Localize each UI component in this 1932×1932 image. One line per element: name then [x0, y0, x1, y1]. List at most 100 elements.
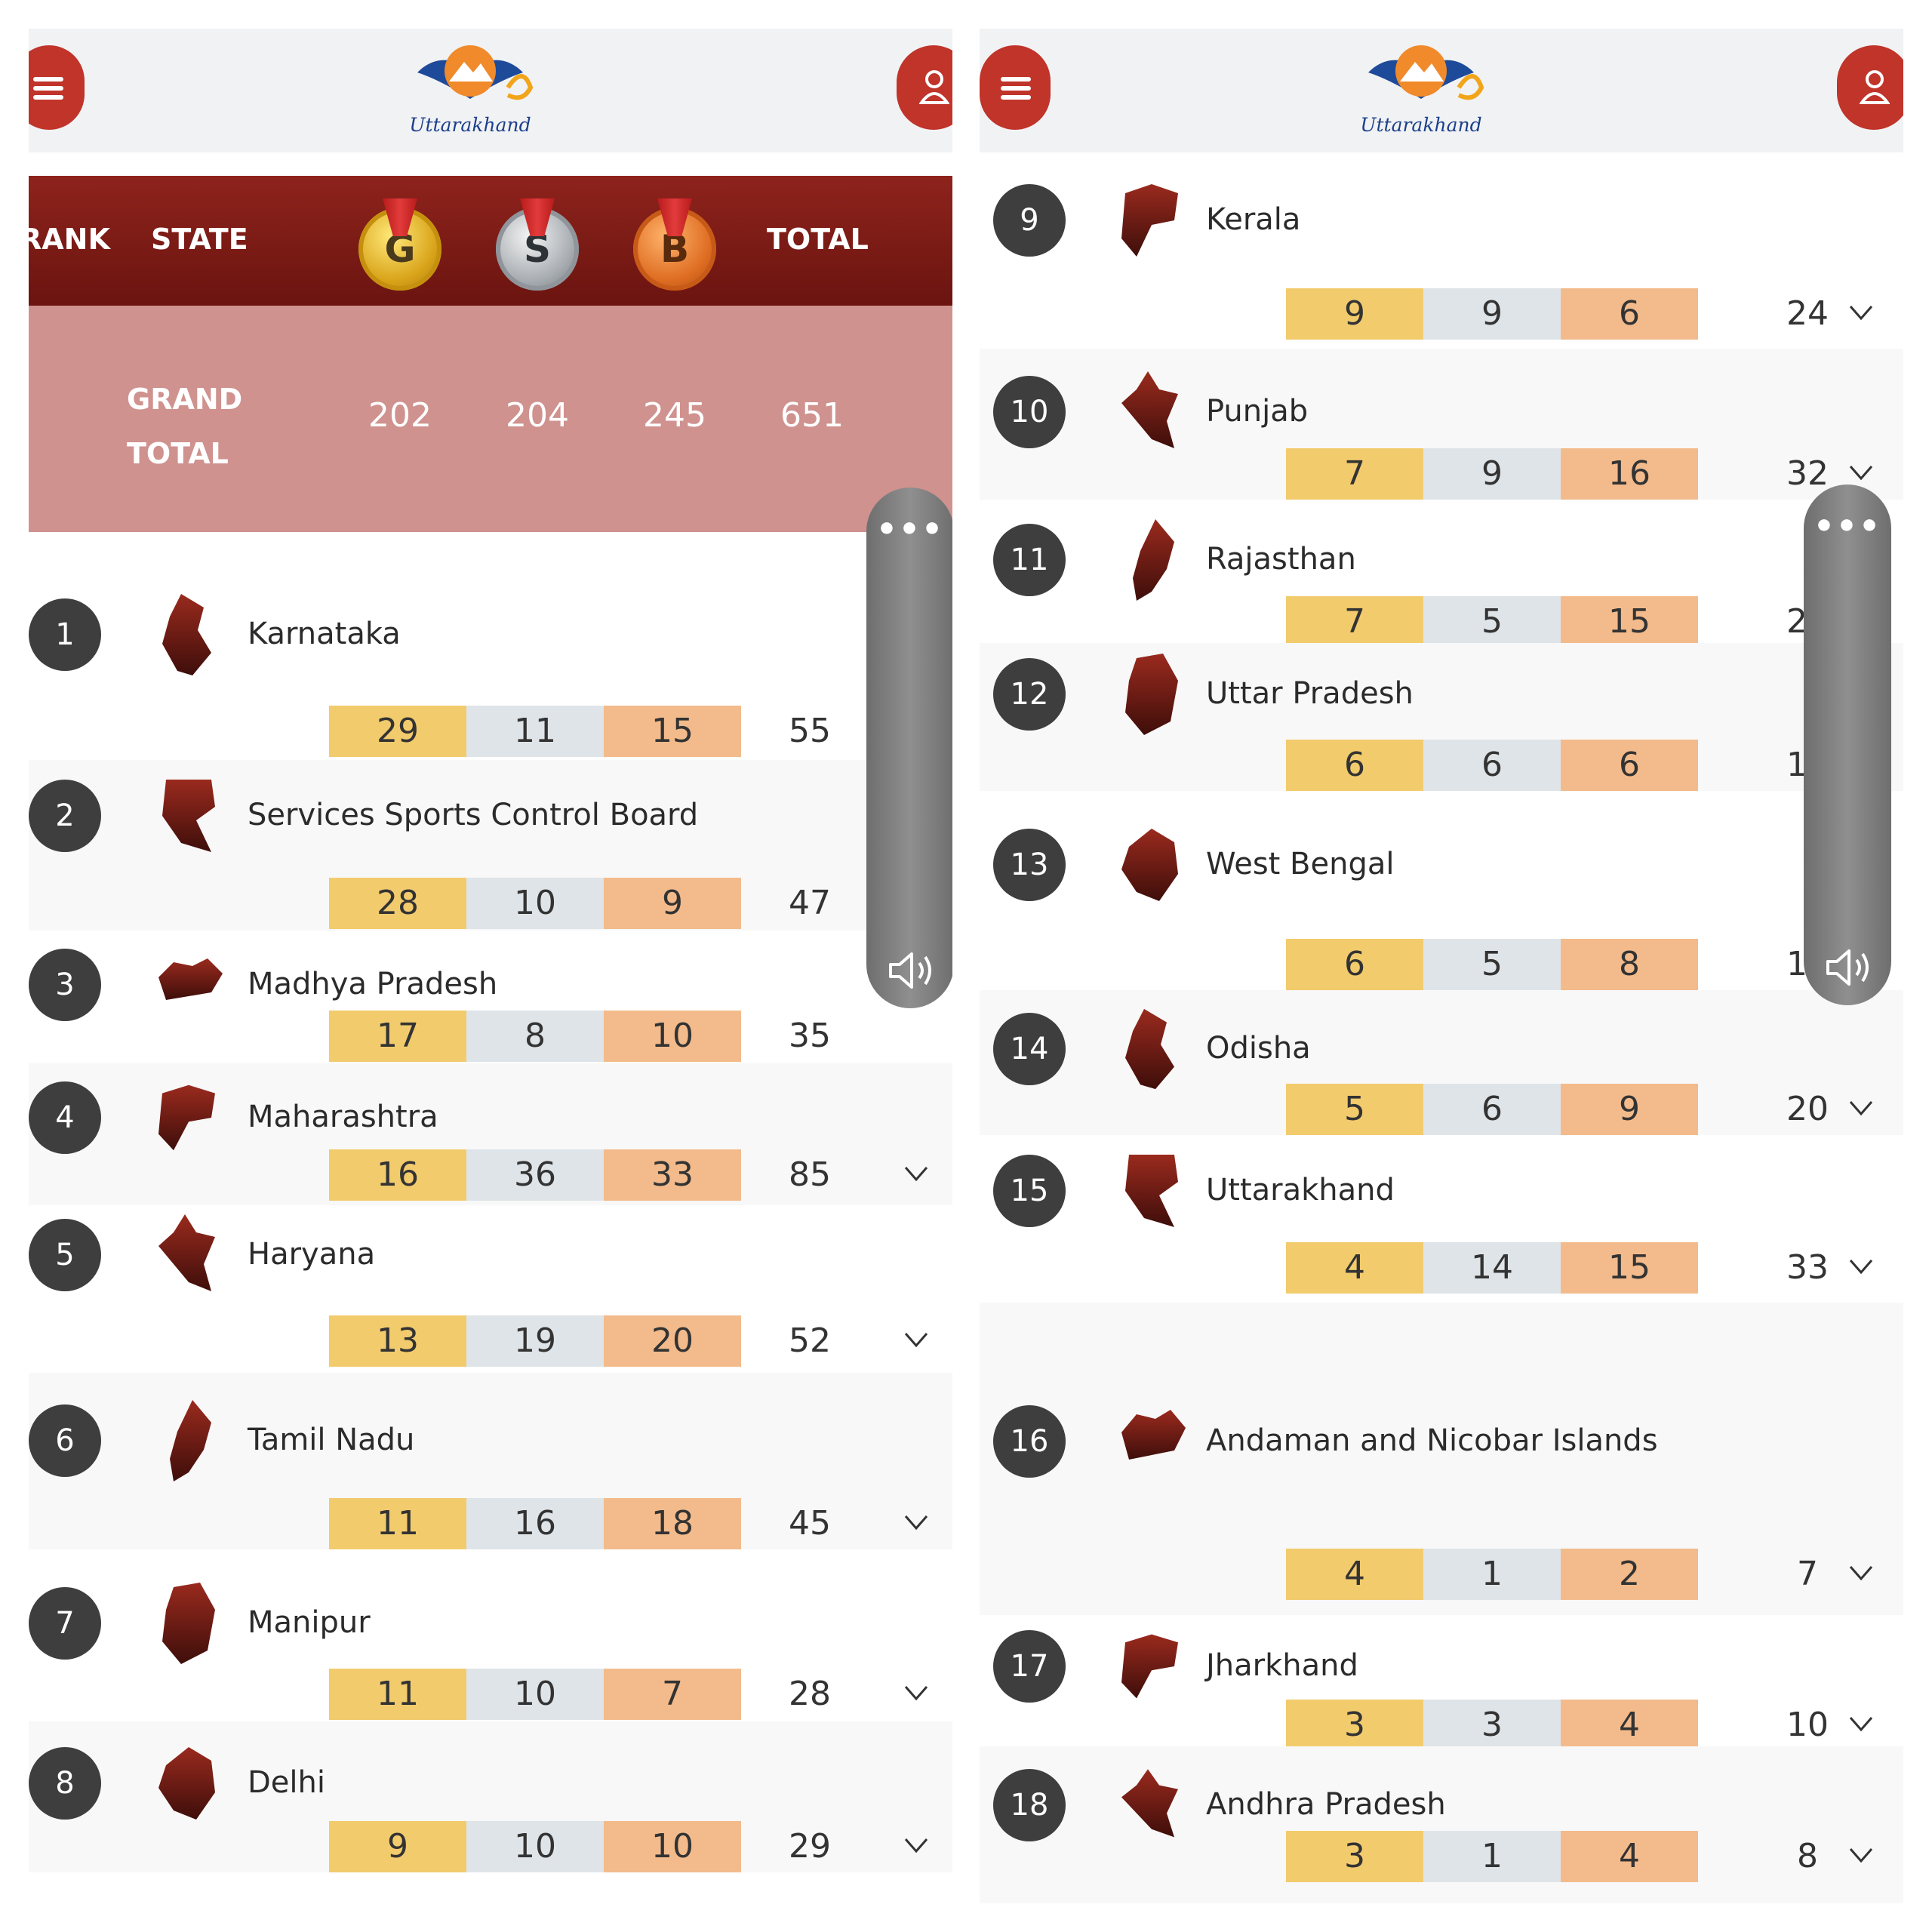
- gold-count: 6: [1286, 740, 1423, 791]
- bronze-count: 9: [604, 878, 741, 929]
- table-row[interactable]: 18 Andhra Pradesh 3 1 4 8: [980, 1746, 1903, 1903]
- total-count: 7: [1797, 1555, 1818, 1593]
- state-name: Rajasthan: [1206, 542, 1356, 577]
- table-row[interactable]: 17 Jharkhand 3 3 4 10: [980, 1615, 1903, 1751]
- silver-count: 6: [1423, 740, 1561, 791]
- chevron-down-icon[interactable]: [1846, 1709, 1876, 1739]
- volume-icon[interactable]: [1823, 945, 1873, 990]
- floating-toolbar[interactable]: •••: [866, 488, 952, 1008]
- user-profile-button[interactable]: [897, 45, 952, 130]
- table-row[interactable]: 15 Uttarakhand 4 14 15 33: [980, 1135, 1903, 1303]
- total-count: 52: [789, 1321, 831, 1360]
- total-count: 47: [789, 884, 831, 922]
- rank-badge: 9: [993, 184, 1066, 257]
- gold-count: 7: [1286, 596, 1423, 648]
- menu-button[interactable]: [980, 45, 1051, 130]
- chevron-down-icon[interactable]: [1846, 1093, 1876, 1123]
- user-profile-icon: [1860, 70, 1890, 104]
- total-count: 20: [1786, 1090, 1829, 1128]
- grand-total-row: GRAND TOTAL 202 204 245 651: [29, 306, 952, 532]
- chevron-down-icon[interactable]: [901, 1158, 931, 1189]
- state-name: Delhi: [248, 1765, 325, 1800]
- user-profile-button[interactable]: [1837, 45, 1903, 130]
- chevron-down-icon[interactable]: [901, 1324, 931, 1355]
- gold-count: 11: [329, 1669, 466, 1720]
- bronze-count: 15: [1561, 1242, 1698, 1294]
- rank-badge: 10: [993, 376, 1066, 448]
- logo-text: Uttarakhand: [409, 114, 531, 136]
- silver-count: 6: [1423, 1084, 1561, 1135]
- chevron-down-icon[interactable]: [901, 1678, 931, 1708]
- state-map-icon: [151, 1738, 226, 1829]
- state-map-icon: [1114, 515, 1189, 605]
- chevron-down-icon[interactable]: [1846, 1251, 1876, 1281]
- rank-badge: 11: [993, 524, 1066, 596]
- bronze-count: 8: [1561, 939, 1698, 990]
- silver-count: 9: [1423, 448, 1561, 500]
- state-name: West Bengal: [1206, 847, 1395, 881]
- table-row[interactable]: 9 Kerala 9 9 6 24: [980, 152, 1903, 349]
- more-dots-icon[interactable]: •••: [1813, 507, 1882, 546]
- total-count: 55: [789, 712, 831, 750]
- state-header: STATE: [151, 223, 248, 256]
- table-row[interactable]: 8 Delhi 9 10 10 29: [29, 1721, 952, 1872]
- volume-icon[interactable]: [886, 948, 936, 993]
- silver-count: 36: [466, 1149, 604, 1201]
- chevron-down-icon[interactable]: [901, 1830, 931, 1860]
- total-count: 85: [789, 1155, 831, 1194]
- floating-toolbar[interactable]: •••: [1804, 485, 1891, 1005]
- bronze-count: 15: [604, 706, 741, 757]
- gold-count: 13: [329, 1315, 466, 1367]
- bronze-count: 16: [1561, 448, 1698, 500]
- bronze-medal-icon: B: [633, 198, 716, 291]
- medal-table-screen-right: Uttarakhand 9 Kerala 9 9 6 24 10 Punjab 7 9 16 32 11…: [980, 29, 1903, 1903]
- table-row[interactable]: 7 Manipur 11 10 7 28: [29, 1549, 952, 1721]
- rank-badge: 2: [29, 780, 101, 852]
- table-header: RANK STATE G S B TOTAL: [29, 176, 952, 306]
- chevron-down-icon[interactable]: [1846, 1840, 1876, 1870]
- state-name: Haryana: [248, 1237, 376, 1272]
- chevron-down-icon[interactable]: [1846, 297, 1876, 328]
- state-name: Tamil Nadu: [248, 1423, 415, 1457]
- state-name: Jharkhand: [1206, 1648, 1358, 1683]
- rank-badge: 14: [993, 1013, 1066, 1085]
- table-row[interactable]: 5 Haryana 13 19 20 52: [29, 1205, 952, 1373]
- silver-count: 8: [466, 1011, 604, 1062]
- silver-count: 10: [466, 878, 604, 929]
- silver-count: 19: [466, 1315, 604, 1367]
- gold-count: 5: [1286, 1084, 1423, 1135]
- table-row[interactable]: 6 Tamil Nadu 11 16 18 45: [29, 1373, 952, 1549]
- silver-count: 14: [1423, 1242, 1561, 1294]
- table-row[interactable]: 1 Karnataka 29 11 15 55: [29, 532, 952, 760]
- table-row[interactable]: 2 Services Sports Control Board 28 10 9 47: [29, 760, 952, 931]
- silver-medal-icon: S: [496, 198, 579, 291]
- state-name: Uttar Pradesh: [1206, 676, 1414, 711]
- state-map-icon: [1114, 1765, 1189, 1845]
- table-row[interactable]: 11Rajasthan751527: [980, 500, 1903, 648]
- grand-total-total: 651: [780, 396, 844, 435]
- state-map-icon: [151, 1077, 226, 1158]
- state-name: Andaman and Nicobar Islands: [1206, 1423, 1658, 1458]
- rank-badge: 17: [993, 1630, 1066, 1703]
- chevron-down-icon[interactable]: [1846, 1558, 1876, 1588]
- total-count: 24: [1786, 294, 1829, 333]
- total-header: TOTAL: [767, 223, 869, 256]
- table-row[interactable]: 4 Maharashtra 16 36 33 85: [29, 1063, 952, 1205]
- rank-badge: 16: [993, 1405, 1066, 1478]
- table-row[interactable]: 3 Madhya Pradesh 17 8 10 35: [29, 931, 952, 1063]
- table-row[interactable]: 10 Punjab 7 9 16 32: [980, 349, 1903, 500]
- state-name: Karnataka: [248, 617, 401, 651]
- more-dots-icon[interactable]: •••: [875, 510, 945, 549]
- rank-badge: 12: [993, 658, 1066, 731]
- bronze-count: 7: [604, 1669, 741, 1720]
- total-count: 35: [789, 1017, 831, 1055]
- table-row[interactable]: 14 Odisha 5 6 9 20: [980, 990, 1903, 1135]
- menu-button[interactable]: [29, 45, 85, 130]
- state-map-icon: [1114, 1146, 1189, 1236]
- silver-count: 11: [466, 706, 604, 757]
- chevron-down-icon[interactable]: [1846, 457, 1876, 488]
- table-row[interactable]: 16 Andaman and Nicobar Islands 4 1 2 7: [980, 1303, 1903, 1615]
- chevron-down-icon[interactable]: [901, 1507, 931, 1537]
